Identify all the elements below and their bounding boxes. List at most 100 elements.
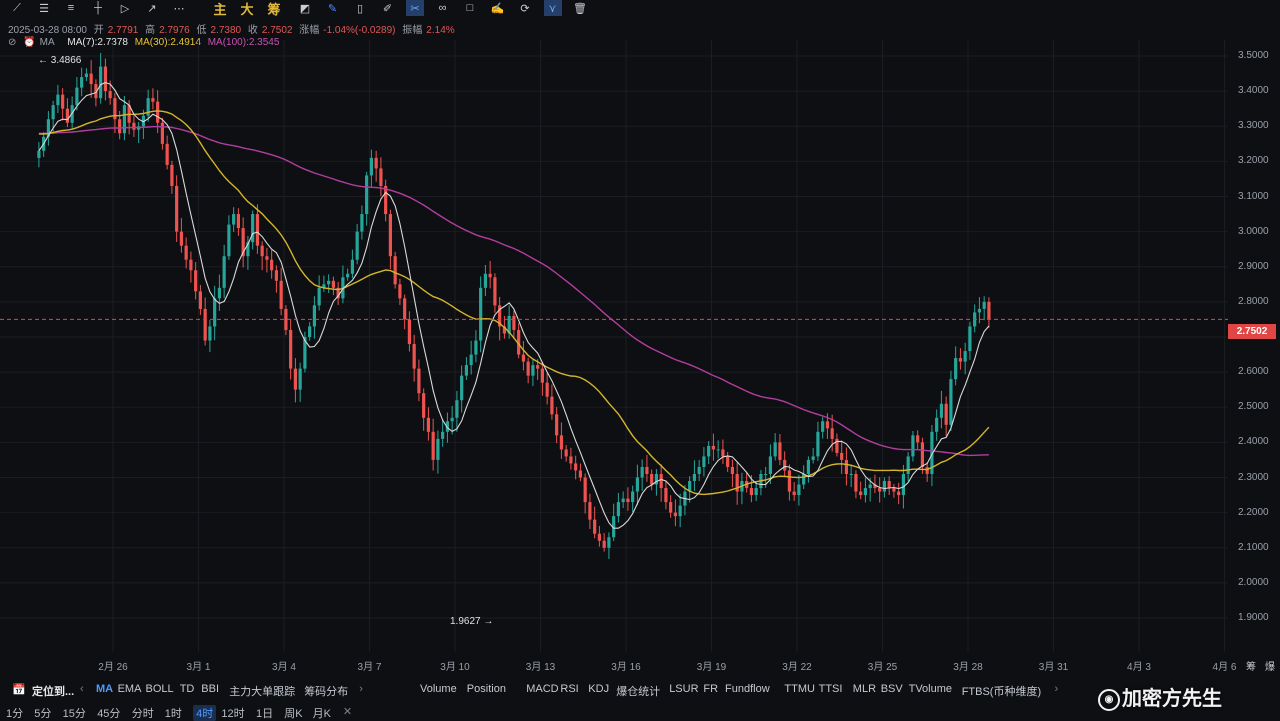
candle-body <box>284 308 288 330</box>
candle-body <box>773 442 777 457</box>
locate-button[interactable]: 定位到... <box>32 686 75 698</box>
sub-indicator-2[interactable]: MACD <box>526 683 559 695</box>
cross-line-icon[interactable]: ┼ <box>94 2 102 14</box>
magic-icon[interactable]: ✎ <box>327 2 338 15</box>
rotate-icon[interactable]: ⟳ <box>520 2 530 15</box>
chevron-left-icon[interactable]: ‹ <box>80 683 84 695</box>
sub-indicator-5[interactable]: 爆仓统计 <box>616 686 661 698</box>
play-arrow-icon[interactable]: ▷ <box>120 2 130 15</box>
square-icon[interactable]: □ <box>466 2 474 14</box>
price-axis[interactable]: 3.5000 3.4000 3.3000 3.2000 3.1000 3.0000 2.90… <box>1228 40 1280 650</box>
time-axis[interactable]: 2月 26 3月 1 3月 4 3月 7 3月 10 3月 13 3月 16 3月 19 3月 … <box>0 650 1280 676</box>
parallel-lines-icon[interactable]: ≡ <box>67 2 75 14</box>
candle-body <box>37 150 41 158</box>
sub-indicator-1[interactable]: Position <box>466 683 506 695</box>
indicator-bbi[interactable]: BBI <box>201 683 220 695</box>
ma-label[interactable]: MA <box>39 37 55 48</box>
sub-indicator-6[interactable]: LSUR <box>669 683 699 695</box>
candle-body <box>441 431 445 439</box>
sub-indicator-12[interactable]: BSV <box>880 683 903 695</box>
candle-body <box>260 245 264 257</box>
indicator-boll[interactable]: BOLL <box>145 683 174 695</box>
price-tick: 3.3000 <box>1238 120 1269 132</box>
candle-body <box>939 403 944 418</box>
candle-body <box>203 308 207 341</box>
candle-body <box>146 98 150 116</box>
chip-distribution-button[interactable]: 筹 <box>1246 662 1256 673</box>
sub-indicator-7[interactable]: FR <box>703 683 719 695</box>
indicator-td[interactable]: TD <box>179 683 195 695</box>
candle-body <box>75 87 79 106</box>
candle-body <box>521 354 526 362</box>
candle-body <box>726 456 730 467</box>
candle-body <box>350 259 355 274</box>
sub-indicator-3[interactable]: RSI <box>560 683 579 695</box>
ma7-line <box>38 82 990 529</box>
timeframe-5[interactable]: 1时 <box>164 708 182 720</box>
timeframe-1[interactable]: 5分 <box>34 708 52 720</box>
indicator-ema[interactable]: EMA <box>117 683 142 695</box>
horizontal-lines-icon[interactable]: ☰ <box>39 2 49 15</box>
candle-body <box>635 477 640 492</box>
price-tick: 1.9000 <box>1238 612 1269 623</box>
calendar-icon[interactable]: 📅 <box>12 684 26 696</box>
candle-body <box>564 449 568 457</box>
sub-indicator-13[interactable]: TVolume <box>908 683 953 695</box>
pen-selected-icon[interactable]: ✂ <box>406 0 424 16</box>
magnet-icon[interactable]: ⋎ <box>543 0 562 16</box>
candle-body <box>165 143 169 165</box>
candle-body <box>825 421 830 429</box>
candle-body <box>469 354 473 366</box>
candle-body <box>417 368 421 394</box>
candle-body <box>730 466 735 474</box>
candle-body <box>336 287 340 299</box>
timeframe-7[interactable]: 12时 <box>221 708 245 720</box>
candle-body <box>346 273 350 278</box>
trash-icon[interactable]: 🗑 <box>573 2 587 15</box>
sub-indicator-10[interactable]: TTSI <box>818 683 843 695</box>
timeframe-6[interactable]: 4时 <box>193 705 217 721</box>
timeframe-2[interactable]: 15分 <box>62 708 86 720</box>
liquidation-button[interactable]: 爆 <box>1265 662 1275 673</box>
glasses-icon[interactable]: ∞ <box>438 2 447 14</box>
candle-body <box>65 108 70 123</box>
candle-body <box>374 157 378 169</box>
arrow-line-icon[interactable]: ↗ <box>147 2 157 15</box>
candle-body <box>692 473 697 482</box>
candle-body <box>688 481 692 492</box>
measure-icon[interactable]: ◩ <box>299 2 311 15</box>
candlestick-chart[interactable] <box>0 40 1228 652</box>
candle-body <box>331 280 336 288</box>
timeframe-0[interactable]: 1分 <box>6 708 24 720</box>
indicator-主力大单跟踪[interactable]: 主力大单跟踪 <box>229 686 296 698</box>
sub-indicator-8[interactable]: Fundflow <box>725 683 770 695</box>
trend-line-icon[interactable]: ⟋ <box>13 1 21 14</box>
more-dots-icon[interactable]: ⋯ <box>173 2 185 15</box>
chevron-right-icon[interactable]: › <box>1054 683 1059 695</box>
sub-indicator-4[interactable]: KDJ <box>588 683 610 695</box>
timeframe-4[interactable]: 分时 <box>131 708 154 720</box>
alarm-icon[interactable]: ⏰ <box>23 37 36 48</box>
time-tick: 3月 4 <box>272 662 296 673</box>
timeframe-10[interactable]: 月K <box>312 708 331 720</box>
indicator-ma[interactable]: MA <box>96 683 114 695</box>
brush-icon[interactable]: ✐ <box>382 2 393 15</box>
indicator-筹码分布[interactable]: 筹码分布 <box>304 686 349 698</box>
timeframe-3[interactable]: 45分 <box>97 708 121 720</box>
price-tick: 2.3000 <box>1238 471 1269 483</box>
close-icon[interactable]: ✕ <box>342 706 353 718</box>
sub-indicator-14[interactable]: FTBS(币种维度) <box>961 686 1042 698</box>
bookmark-icon[interactable]: ▯ <box>356 2 364 15</box>
timeframe-8[interactable]: 1日 <box>256 708 274 720</box>
candle-body <box>654 473 659 485</box>
text-tool-1[interactable]: 大 <box>240 1 254 17</box>
sub-indicator-0[interactable]: Volume <box>420 683 457 695</box>
chevron-right-icon[interactable]: › <box>359 683 363 695</box>
text-tool-2[interactable]: 筹 <box>267 1 281 17</box>
timeframe-9[interactable]: 周K <box>284 708 303 720</box>
collapse-icon[interactable]: ⊘ <box>8 37 17 48</box>
text-tool-0[interactable]: 主 <box>213 1 227 17</box>
edit-box-icon[interactable]: ✍ <box>490 2 505 15</box>
sub-indicator-11[interactable]: MLR <box>852 683 877 695</box>
sub-indicator-9[interactable]: TTMU <box>784 683 815 695</box>
